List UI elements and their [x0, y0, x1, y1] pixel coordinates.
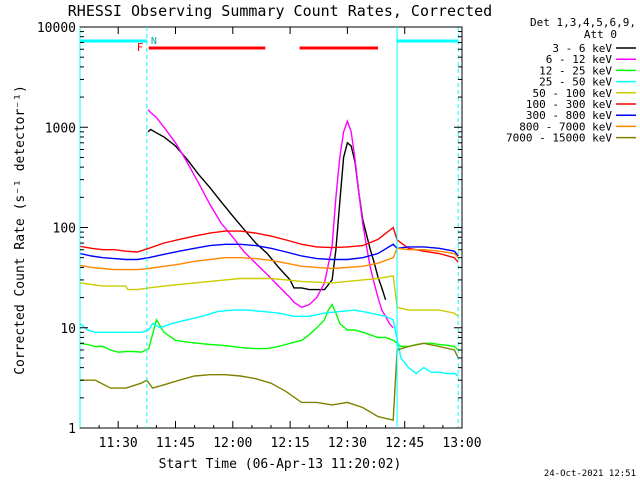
series-line-3: [79, 309, 459, 377]
series-line-4: [79, 274, 459, 317]
y-axis: 1 10 100 1000 10000: [37, 21, 462, 437]
legend-header-line-2: Att 0: [584, 28, 617, 41]
flare-marker-label: F: [137, 41, 144, 54]
y-tick-label: 10: [60, 322, 76, 337]
x-tick-label: 12:45: [385, 436, 424, 451]
chart-title: RHESSI Observing Summary Count Rates, Co…: [68, 2, 492, 20]
series-line-2: [79, 303, 459, 353]
series-line-5: [79, 226, 459, 263]
x-tick-label: 13:00: [442, 436, 481, 451]
legend-header-line-1: Det 1,3,4,5,6,9,: [530, 16, 636, 29]
y-tick-label: 100: [53, 222, 76, 237]
series-line-7: [79, 247, 459, 271]
legend-entry-label: 6 - 12 keV: [546, 53, 613, 66]
y-tick-label: 10000: [37, 21, 76, 36]
series-line-6: [79, 243, 459, 261]
legend-entry-label: 100 - 300 keV: [526, 98, 612, 111]
y-tick-label: 1000: [45, 121, 76, 136]
legend-entry-label: 3 - 6 keV: [552, 42, 612, 55]
y-tick-label: 1: [68, 422, 76, 437]
y-axis-label: Corrected Count Rate (s⁻¹ detector⁻¹): [13, 85, 28, 375]
x-tick-label: 12:15: [271, 436, 310, 451]
night-marker-label: N: [151, 36, 157, 47]
series-line-8: [80, 342, 459, 421]
series-line-1: [147, 109, 394, 329]
plot-frame: [79, 26, 463, 429]
legend-entry-label: 12 - 25 keV: [539, 64, 612, 77]
x-tick-label: 11:30: [99, 436, 138, 451]
x-axis-label: Start Time (06-Apr-13 11:20:02): [159, 457, 402, 472]
footer-date: 24-Oct-2021 12:51: [544, 469, 636, 479]
legend-entry-label: 50 - 100 keV: [533, 87, 613, 100]
legend-entry-label: 800 - 7000 keV: [519, 120, 612, 133]
legend-entry-label: 300 - 800 keV: [526, 109, 612, 122]
series-line-0: [147, 128, 387, 301]
x-tick-label: 12:00: [213, 436, 252, 451]
legend-entry-label: 25 - 50 keV: [539, 76, 612, 89]
legend-entry-label: 7000 - 15000 keV: [506, 132, 612, 145]
x-tick-label: 12:30: [328, 436, 367, 451]
x-axis: 11:30 11:45 12:00 12:15 12:30 12:45 13:00: [98, 27, 482, 451]
x-tick-label: 11:45: [156, 436, 195, 451]
